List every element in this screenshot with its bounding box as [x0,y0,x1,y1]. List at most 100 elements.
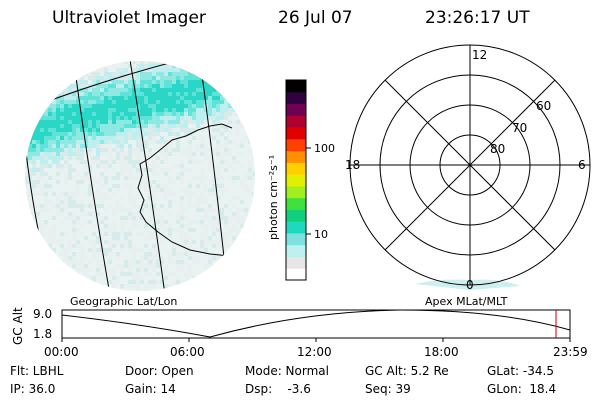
uv-pixel [136,220,140,224]
uv-pixel [132,104,136,108]
uv-pixel [208,276,212,280]
uv-pixel [132,256,136,260]
uv-pixel [100,136,104,140]
uv-pixel [192,192,196,196]
uv-pixel [212,284,216,288]
uv-pixel [112,128,116,132]
uv-pixel [108,244,112,248]
uv-pixel [148,280,152,284]
uv-pixel [164,188,168,192]
uv-pixel [116,132,120,136]
uv-pixel [184,192,188,196]
uv-pixel [68,112,72,116]
uv-pixel [176,212,180,216]
uv-pixel [120,80,124,84]
uv-pixel [76,252,80,256]
uv-pixel [228,76,232,80]
uv-pixel [244,84,248,88]
uv-pixel [148,208,152,212]
uv-pixel [252,96,255,100]
uv-pixel [180,260,184,264]
uv-pixel [68,92,72,96]
uv-pixel [40,132,44,136]
uv-pixel [28,216,32,220]
uv-pixel [232,216,236,220]
uv-pixel [68,244,72,248]
uv-pixel [148,228,152,232]
uv-pixel [152,188,156,192]
uv-pixel [112,156,116,160]
uv-pixel [80,76,84,80]
uv-pixel [156,140,160,144]
uv-pixel [156,61,160,64]
uv-pixel [88,88,92,92]
uv-pixel [40,240,44,244]
uv-pixel [76,120,80,124]
uv-pixel [204,196,208,200]
uv-pixel [220,72,224,76]
uv-pixel [200,248,204,252]
uv-pixel [56,112,60,116]
uv-pixel [152,164,156,168]
uv-pixel [224,144,228,148]
uv-pixel [20,200,24,204]
uv-pixel [32,216,36,220]
uv-pixel [52,224,56,228]
uv-pixel [168,84,172,88]
uv-pixel [260,128,264,132]
uv-pixel [84,84,88,88]
uv-pixel [248,148,252,152]
uv-pixel [256,236,260,240]
uv-pixel [192,80,196,84]
uv-pixel [172,148,176,152]
uv-pixel [180,180,184,184]
uv-pixel [216,208,220,212]
uv-pixel [120,76,124,80]
uv-pixel [72,176,76,180]
uv-pixel [224,88,228,92]
uv-pixel [112,120,116,124]
uv-pixel [228,100,232,104]
uv-pixel [64,192,68,196]
uv-pixel [44,264,48,268]
mode-info: Mode: Normal [245,364,329,378]
uv-pixel [168,152,172,156]
uv-pixel [48,96,52,100]
uv-pixel [144,184,148,188]
uv-pixel [128,136,132,140]
uv-pixel [25,240,28,244]
uv-pixel [120,88,124,92]
uv-pixel [180,240,184,244]
uv-pixel [244,188,248,192]
uv-pixel [68,116,72,120]
uv-pixel [64,176,68,180]
uv-pixel [236,72,240,76]
uv-pixel [76,152,80,156]
uv-pixel [92,208,96,212]
mlt-label-6: 6 [578,158,586,172]
uv-pixel [92,88,96,92]
uv-pixel [132,124,136,128]
uv-pixel [80,268,84,272]
uv-pixel [136,280,140,284]
uv-pixel [140,64,144,68]
uv-pixel [112,284,116,288]
uv-pixel [168,252,172,256]
uv-pixel [164,116,168,120]
uv-pixel [88,176,92,180]
uv-pixel [172,80,176,84]
uv-pixel [200,68,204,72]
uv-pixel [112,252,116,256]
uv-pixel [196,68,200,72]
uv-pixel [44,252,48,256]
uv-pixel [144,224,148,228]
uv-pixel [220,216,224,220]
uv-pixel [28,196,32,200]
uv-pixel [172,228,176,232]
uv-pixel [96,248,100,252]
uv-pixel [112,124,116,128]
uv-pixel [132,260,136,264]
uv-pixel [64,180,68,184]
uv-pixel [236,212,240,216]
uv-pixel [116,240,120,244]
